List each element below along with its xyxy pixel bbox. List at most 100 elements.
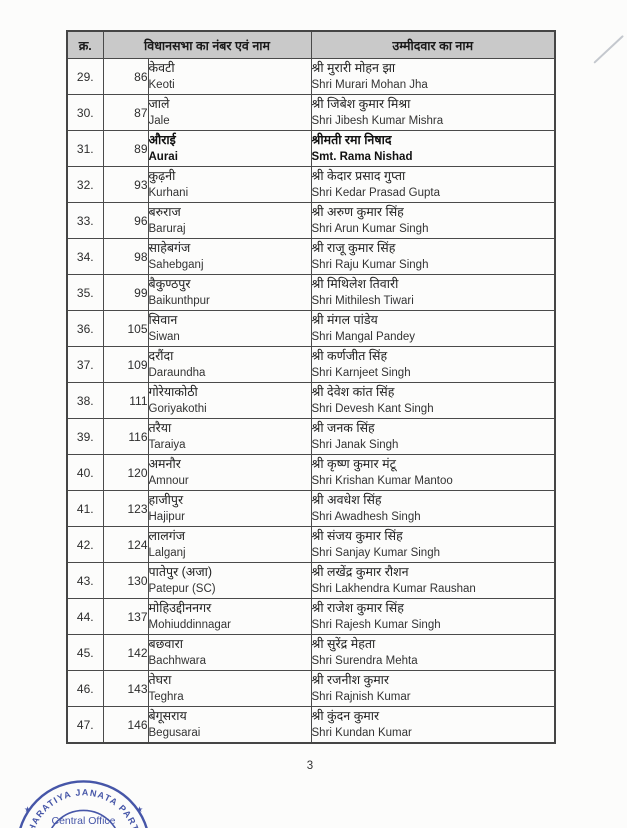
party-stamp-icon: BHARATIYA JANATA PARTY ★ ★ Central Offic… [19, 780, 148, 828]
constituency-name-hindi: औराई [148, 133, 176, 147]
constituency-name-hindi: तरैया [148, 421, 172, 435]
constituency-name-cell: गोरेयाकोठी Goriyakothi [147, 382, 312, 419]
candidate-name-hindi: श्री कुंदन कुमार [311, 709, 380, 723]
serial-cell: 36. [66, 310, 104, 347]
candidate-name-hindi: श्री सुरेंद्र मेहता [311, 637, 376, 651]
candidate-name-hindi: श्री मंगल पांडेय [311, 313, 378, 327]
constituency-number-cell: 105 [102, 310, 149, 347]
constituency-name-cell: सिवान Siwan [147, 310, 312, 347]
constituency-name-hindi: मोहिउद्दीननगर [148, 601, 212, 615]
candidate-name-english: Shri Murari Mohan Jha [311, 79, 428, 91]
constituency-name-hindi: दरौंदा [148, 349, 174, 363]
serial-cell: 32. [66, 166, 104, 203]
constituency-number-cell: 116 [102, 418, 149, 455]
serial-cell: 33. [66, 202, 104, 239]
constituency-name-cell: जाले Jale [147, 94, 312, 131]
constituency-name-english: Baikunthpur [148, 295, 210, 307]
candidate-name-cell: श्री मुरारी मोहन झा Shri Murari Mohan Jh… [310, 58, 556, 95]
serial-cell: 34. [66, 238, 104, 275]
serial-cell: 37. [66, 346, 104, 383]
constituency-name-english: Goriyakothi [148, 403, 207, 415]
candidate-name-english: Shri Arun Kumar Singh [311, 223, 429, 235]
constituency-name-english: Teghra [148, 691, 184, 703]
constituency-name-cell: तरैया Taraiya [147, 418, 312, 455]
stamp-star-left-icon: ★ [24, 805, 31, 814]
constituency-name-english: Mohiuddinnagar [148, 619, 231, 631]
candidate-name-english: Shri Raju Kumar Singh [311, 259, 429, 271]
candidate-name-english: Shri Karnjeet Singh [311, 367, 411, 379]
constituency-name-hindi: केवटी [148, 61, 175, 75]
candidate-name-english: Shri Mangal Pandey [311, 331, 416, 343]
constituency-number-cell: 98 [102, 238, 149, 275]
constituency-name-english: Aurai [148, 151, 178, 163]
constituency-name-hindi: जाले [148, 97, 170, 111]
constituency-name-hindi: हाजीपुर [148, 493, 184, 507]
constituency-name-hindi: बरुराज [148, 205, 181, 219]
constituency-name-cell: औराई Aurai [147, 130, 312, 167]
constituency-name-hindi: बेगूसराय [148, 709, 187, 723]
candidate-name-english: Shri Krishan Kumar Mantoo [311, 475, 453, 487]
constituency-name-english: Bachhwara [148, 655, 207, 667]
candidate-name-english: Shri Surendra Mehta [311, 655, 418, 667]
constituency-name-hindi: सिवान [148, 313, 178, 327]
candidate-name-cell: श्री देवेश कांत सिंह Shri Devesh Kant Si… [310, 382, 556, 419]
candidate-name-english: Shri Sanjay Kumar Singh [311, 547, 440, 559]
table-row: 40. 120 अमनौर Amnour श्री कृष्ण कुमार मं… [66, 454, 556, 491]
candidate-name-english: Shri Devesh Kant Singh [311, 403, 434, 415]
serial-cell: 42. [66, 526, 104, 563]
candidate-name-cell: श्री अरुण कुमार सिंह Shri Arun Kumar Sin… [310, 202, 556, 239]
constituency-number-cell: 86 [102, 58, 149, 95]
candidate-name-english: Smt. Rama Nishad [311, 151, 413, 163]
constituency-name-hindi: तेघरा [148, 673, 172, 687]
constituency-name-hindi: बैकुण्ठपुर [148, 277, 191, 291]
scan-fold-artifact [593, 34, 624, 64]
candidate-name-english: Shri Rajnish Kumar [311, 691, 411, 703]
table-row: 30. 87 जाले Jale श्री जिबेश कुमार मिश्रा… [66, 94, 556, 131]
constituency-name-english: Begusarai [148, 727, 201, 739]
candidate-name-cell: श्री मिथिलेश तिवारी Shri Mithilesh Tiwar… [310, 274, 556, 311]
candidate-name-cell: श्री मंगल पांडेय Shri Mangal Pandey [310, 310, 556, 347]
constituency-name-cell: पातेपुर (अजा) Patepur (SC) [147, 562, 312, 599]
constituency-number-cell: 109 [102, 346, 149, 383]
stamp-outer-circle [19, 780, 148, 828]
candidate-name-hindi: श्री अरुण कुमार सिंह [311, 205, 404, 219]
stamp-inner-circle [51, 809, 116, 828]
serial-cell: 46. [66, 670, 104, 707]
table-row: 42. 124 लालगंज Lalganj श्री संजय कुमार स… [66, 526, 556, 563]
serial-cell: 35. [66, 274, 104, 311]
serial-cell: 40. [66, 454, 104, 491]
table-header-row: क्र. विधानसभा का नंबर एवं नाम उम्मीदवार … [66, 30, 556, 59]
candidate-name-cell: श्री रजनीश कुमार Shri Rajnish Kumar [310, 670, 556, 707]
constituency-number-cell: 142 [102, 634, 149, 671]
header-constituency: विधानसभा का नंबर एवं नाम [102, 30, 312, 59]
candidate-name-hindi: श्री रजनीश कुमार [311, 673, 390, 687]
constituency-name-english: Jale [148, 115, 170, 127]
constituency-name-hindi: अमनौर [148, 457, 181, 471]
constituency-name-cell: साहेबगंज Sahebganj [147, 238, 312, 275]
candidate-name-cell: श्री जिबेश कुमार मिश्रा Shri Jibesh Kuma… [310, 94, 556, 131]
candidate-name-cell: श्री सुरेंद्र मेहता Shri Surendra Mehta [310, 634, 556, 671]
serial-cell: 30. [66, 94, 104, 131]
candidate-name-cell: श्री केदार प्रसाद गुप्ता Shri Kedar Pras… [310, 166, 556, 203]
constituency-name-english: Patepur (SC) [148, 583, 216, 595]
table-row: 35. 99 बैकुण्ठपुर Baikunthpur श्री मिथिल… [66, 274, 556, 311]
table-row: 38. 111 गोरेयाकोठी Goriyakothi श्री देवे… [66, 382, 556, 419]
constituency-name-cell: बरुराज Baruraj [147, 202, 312, 239]
constituency-number-cell: 137 [102, 598, 149, 635]
constituency-name-english: Lalganj [148, 547, 186, 559]
candidate-name-cell: श्री संजय कुमार सिंह Shri Sanjay Kumar S… [310, 526, 556, 563]
constituency-number-cell: 99 [102, 274, 149, 311]
constituency-name-english: Keoti [148, 79, 175, 91]
candidate-name-cell: श्री राजेश कुमार सिंह Shri Rajesh Kumar … [310, 598, 556, 635]
candidate-name-hindi: श्री कृष्ण कुमार मंटू [311, 457, 396, 471]
header-candidate: उम्मीदवार का नाम [310, 30, 556, 59]
header-serial: क्र. [66, 30, 104, 59]
candidate-name-english: Shri Kundan Kumar [311, 727, 412, 739]
constituency-name-english: Siwan [148, 331, 180, 343]
candidate-name-cell: श्री लखेंद्र कुमार रौशन Shri Lakhendra K… [310, 562, 556, 599]
constituency-name-cell: दरौंदा Daraundha [147, 346, 312, 383]
candidate-name-cell: श्री कर्णजीत सिंह Shri Karnjeet Singh [310, 346, 556, 383]
constituency-name-english: Taraiya [148, 439, 186, 451]
constituency-number-cell: 96 [102, 202, 149, 239]
constituency-name-cell: केवटी Keoti [147, 58, 312, 95]
